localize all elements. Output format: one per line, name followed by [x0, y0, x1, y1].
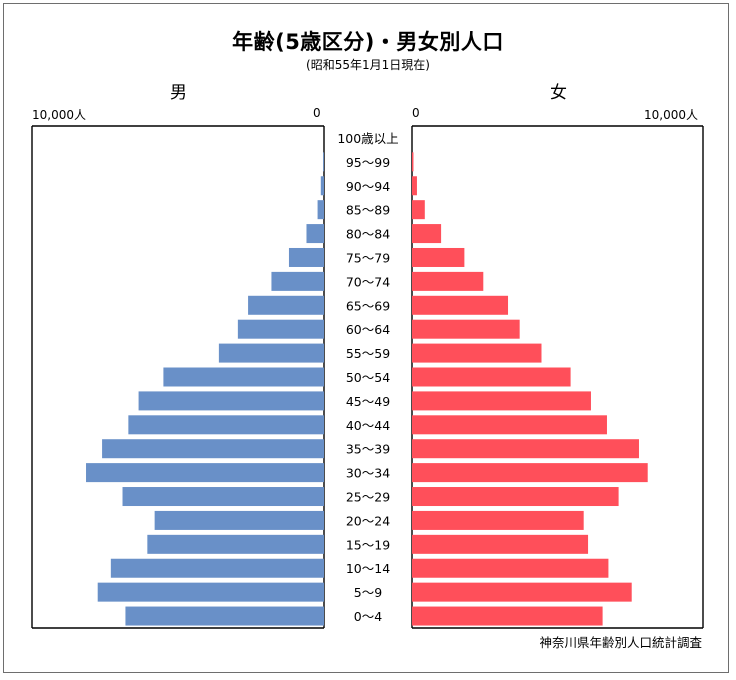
female-bar-9 [412, 343, 542, 363]
chart-title: 年齢(5歳区分)・男女別人口 [232, 30, 504, 54]
male-bar-5 [288, 247, 324, 267]
male-bar-19 [97, 582, 324, 602]
female-bar-1 [412, 152, 414, 172]
male-bar-20 [125, 606, 324, 626]
female-bar-5 [412, 247, 465, 267]
age-group-label: 75～79 [346, 250, 390, 265]
age-group-label: 40～44 [346, 418, 390, 433]
age-group-label: 85～89 [346, 203, 390, 218]
female-bar-20 [412, 606, 603, 626]
male-bar-16 [154, 510, 324, 530]
right-axis-zero-label: 0 [412, 106, 420, 120]
right-axis-max-label: 10,000人 [644, 108, 698, 122]
age-group-label: 30～34 [346, 466, 390, 481]
female-bar-17 [412, 534, 589, 554]
male-bar-11 [138, 391, 324, 411]
male-bar-12 [128, 415, 324, 435]
left-axis-max-label: 10,000人 [32, 108, 86, 122]
female-bar-10 [412, 367, 571, 387]
age-group-label: 65～69 [346, 298, 390, 313]
female-label: 女 [550, 83, 567, 103]
age-group-label: 70～74 [346, 274, 390, 289]
age-group-label: 90～94 [346, 179, 390, 194]
male-bar-15 [122, 487, 325, 507]
female-bar-2 [412, 176, 417, 196]
age-group-label: 80～84 [346, 227, 390, 242]
female-bar-4 [412, 224, 442, 244]
age-group-label: 45～49 [346, 394, 390, 409]
age-group-label: 100歳以上 [337, 131, 398, 146]
male-bar-17 [147, 534, 324, 554]
female-bar-14 [412, 463, 648, 483]
age-group-label: 60～64 [346, 322, 390, 337]
female-bar-16 [412, 510, 584, 530]
source-note: 神奈川県年齢別人口統計調査 [539, 635, 702, 650]
age-group-label: 15～19 [346, 537, 390, 552]
male-bar-7 [248, 295, 324, 315]
male-bar-18 [110, 558, 324, 578]
age-group-label: 55～59 [346, 346, 390, 361]
male-bar-10 [163, 367, 324, 387]
male-bar-4 [306, 224, 324, 244]
age-group-label: 50～54 [346, 370, 390, 385]
age-group-label: 0～4 [354, 609, 382, 624]
age-group-label: 35～39 [346, 442, 390, 457]
age-group-label: 10～14 [346, 561, 390, 576]
female-bar-13 [412, 439, 639, 459]
age-group-label: 25～29 [346, 490, 390, 505]
chart-subtitle: (昭和55年1月1日現在) [306, 58, 430, 72]
male-bar-1 [323, 152, 324, 172]
age-group-label: 20～24 [346, 513, 390, 528]
female-bar-7 [412, 295, 509, 315]
male-bar-13 [102, 439, 324, 459]
female-bar-11 [412, 391, 591, 411]
female-bar-12 [412, 415, 607, 435]
age-group-label: 5～9 [354, 585, 382, 600]
female-bar-19 [412, 582, 632, 602]
male-bar-9 [218, 343, 324, 363]
male-bar-14 [86, 463, 325, 483]
female-bar-6 [412, 271, 484, 291]
chart-frame [3, 3, 729, 673]
male-bar-2 [320, 176, 324, 196]
female-bar-3 [412, 200, 425, 220]
male-bar-6 [271, 271, 324, 291]
male-bar-8 [237, 319, 324, 339]
female-bar-18 [412, 558, 609, 578]
left-axis-zero-label: 0 [313, 106, 321, 120]
female-bar-15 [412, 487, 619, 507]
male-label: 男 [170, 83, 187, 103]
age-group-label: 95～99 [346, 155, 390, 170]
female-bar-8 [412, 319, 520, 339]
male-bar-3 [317, 200, 324, 220]
